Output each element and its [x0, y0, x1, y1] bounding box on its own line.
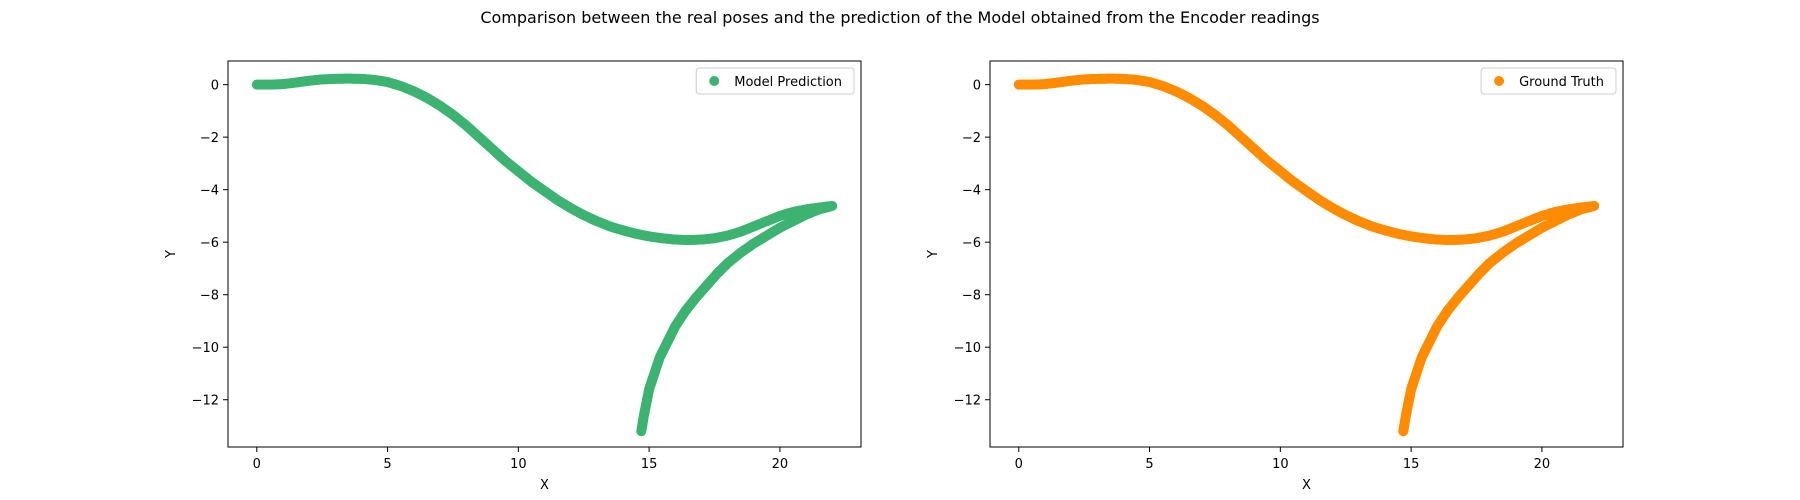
x-tick-label: 0 — [253, 457, 261, 472]
legend-box — [1480, 67, 1617, 95]
y-tick-label: −8 — [962, 289, 981, 304]
figure-title: Comparison between the real poses and th… — [480, 8, 1320, 27]
x-axis-label: X — [1302, 478, 1311, 493]
y-tick-label: −10 — [954, 341, 981, 356]
y-tick-label: 0 — [973, 79, 981, 94]
legend-label: Ground Truth — [1519, 75, 1604, 90]
y-tick-label: −4 — [962, 184, 981, 199]
x-tick-label: 20 — [772, 457, 789, 472]
legend: Ground Truth — [1480, 67, 1617, 95]
plot-frame — [989, 60, 1624, 448]
x-axis-label: X — [540, 478, 549, 493]
data-point — [636, 426, 647, 437]
legend-label: Model Prediction — [734, 75, 842, 90]
y-tick-label: −8 — [200, 289, 219, 304]
chart-panel-1: 0 5 10 15 20 0 −2 −4 −6 −8 −10 −12 X Y Model Predictio… — [164, 60, 862, 493]
y-tick-label: −6 — [200, 236, 219, 251]
data-point — [1398, 426, 1409, 437]
x-tick-label: 15 — [641, 457, 658, 472]
x-tick-label: 5 — [1145, 457, 1153, 472]
legend-marker — [1494, 76, 1505, 86]
y-tick-label: −4 — [200, 184, 219, 199]
y-tick-label: −2 — [962, 131, 981, 146]
legend-box — [695, 67, 855, 95]
plot-frame — [227, 60, 862, 448]
y-tick-label: −10 — [192, 341, 219, 356]
data-points — [1013, 73, 1600, 437]
chart-panel-2: 0 5 10 15 20 0 −2 −4 −6 −8 −10 −12 X Y Ground Truth — [926, 60, 1624, 493]
x-tick-label: 10 — [510, 457, 527, 472]
data-points — [251, 73, 838, 437]
y-tick-label: −2 — [200, 131, 219, 146]
y-tick-label: −12 — [954, 394, 981, 409]
y-tick-label: 0 — [211, 79, 219, 94]
x-tick-label: 5 — [383, 457, 391, 472]
y-tick-label: −12 — [192, 394, 219, 409]
y-axis-label: Y — [926, 250, 941, 259]
x-tick-label: 0 — [1015, 457, 1023, 472]
x-tick-label: 20 — [1534, 457, 1551, 472]
y-axis-label: Y — [164, 250, 179, 259]
x-tick-label: 15 — [1403, 457, 1420, 472]
x-tick-label: 10 — [1272, 457, 1289, 472]
legend: Model Prediction — [695, 67, 855, 95]
y-tick-label: −6 — [962, 236, 981, 251]
legend-marker — [709, 76, 720, 86]
